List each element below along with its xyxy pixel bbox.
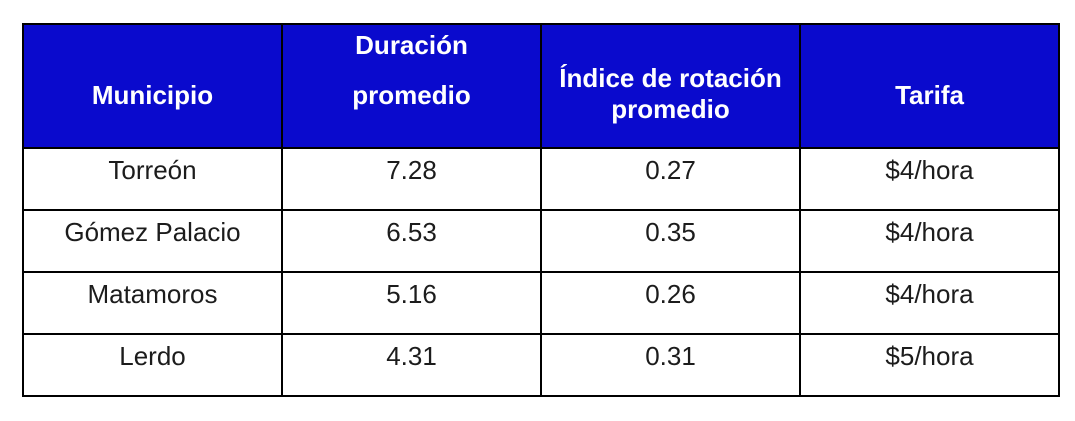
column-header-label: Municipio xyxy=(91,80,214,110)
column-header-tarifa: Tarifa xyxy=(799,23,1060,149)
cell-duracion-promedio: 4.31 xyxy=(281,333,542,397)
cell-indice-rotacion: 0.35 xyxy=(540,209,801,273)
table-row: Matamoros 5.16 0.26 $4/hora xyxy=(22,271,1060,335)
cell-tarifa: $4/hora xyxy=(799,147,1060,211)
parking-statistics-table: Municipio Duración promedio Índice de ro… xyxy=(22,23,1060,397)
column-header-indice-rotacion: Índice de rotación promedio xyxy=(540,23,801,149)
column-header-duracion-promedio: Duración promedio xyxy=(281,23,542,149)
header-cell-content: Índice de rotación promedio xyxy=(542,63,799,125)
header-cell-content: Tarifa xyxy=(801,25,1058,110)
cell-indice-rotacion: 0.27 xyxy=(540,147,801,211)
column-header-label-line2: promedio xyxy=(611,94,730,124)
column-header-label-line1: Duración xyxy=(355,30,468,60)
table-header: Municipio Duración promedio Índice de ro… xyxy=(22,23,1060,149)
table-row: Torreón 7.28 0.27 $4/hora xyxy=(22,147,1060,211)
column-header-label-line1: Índice de rotación xyxy=(559,63,782,93)
cell-duracion-promedio: 5.16 xyxy=(281,271,542,335)
cell-tarifa: $4/hora xyxy=(799,271,1060,335)
cell-tarifa: $5/hora xyxy=(799,333,1060,397)
cell-municipio: Torreón xyxy=(22,147,283,211)
header-cell-content: Duración promedio xyxy=(283,25,540,110)
column-header-municipio: Municipio xyxy=(22,23,283,149)
column-header-label-line2: promedio xyxy=(352,80,471,110)
table-row: Lerdo 4.31 0.31 $5/hora xyxy=(22,333,1060,397)
cell-indice-rotacion: 0.26 xyxy=(540,271,801,335)
header-row: Municipio Duración promedio Índice de ro… xyxy=(22,23,1060,149)
cell-duracion-promedio: 7.28 xyxy=(281,147,542,211)
header-cell-content: Municipio xyxy=(24,25,281,110)
cell-tarifa: $4/hora xyxy=(799,209,1060,273)
table-row: Gómez Palacio 6.53 0.35 $4/hora xyxy=(22,209,1060,273)
cell-indice-rotacion: 0.31 xyxy=(540,333,801,397)
cell-duracion-promedio: 6.53 xyxy=(281,209,542,273)
table-container: Municipio Duración promedio Índice de ro… xyxy=(22,23,1060,397)
column-header-label: Tarifa xyxy=(895,80,964,110)
cell-municipio: Gómez Palacio xyxy=(22,209,283,273)
cell-municipio: Matamoros xyxy=(22,271,283,335)
table-body: Torreón 7.28 0.27 $4/hora Gómez Palacio … xyxy=(22,147,1060,397)
cell-municipio: Lerdo xyxy=(22,333,283,397)
